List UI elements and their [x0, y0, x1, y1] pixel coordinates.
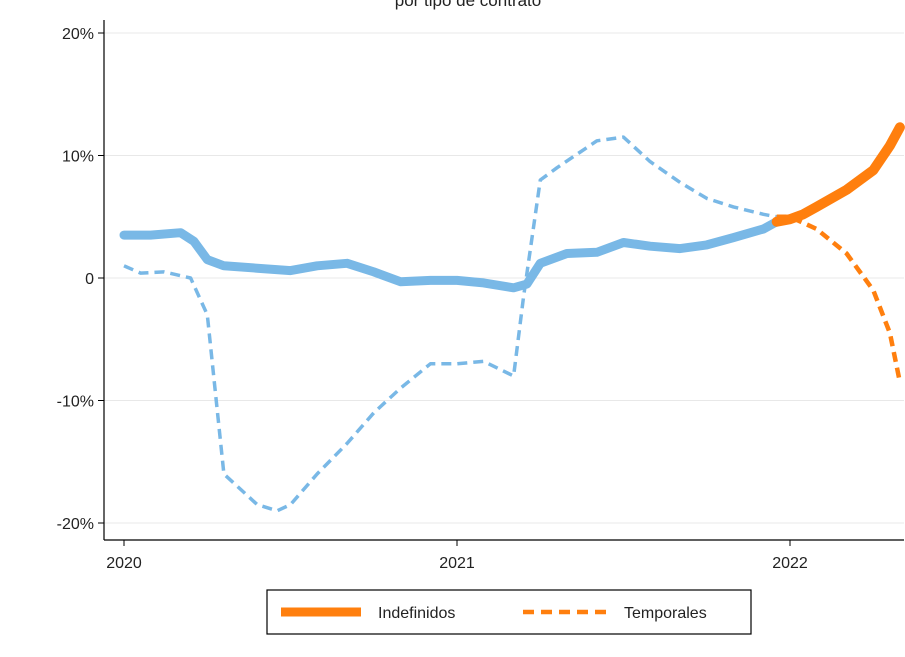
temporales-line-recent [776, 214, 903, 383]
x-tick-label: 2021 [439, 555, 475, 572]
y-tick-label: 0 [85, 271, 94, 288]
indefinidos-line-recent [771, 122, 905, 227]
temporales-line [123, 135, 778, 513]
y-tick-label: 20% [62, 26, 94, 43]
series-lines [119, 122, 905, 513]
axes: 20% 10% 0 -10% -20% 2020 2021 2022 [57, 20, 904, 572]
y-tick-label: -10% [57, 394, 94, 411]
y-tick-label: 10% [62, 149, 94, 166]
legend: Indefinidos Temporales [266, 589, 752, 635]
x-tick-label: 2022 [772, 555, 808, 572]
legend-label-temporales: Temporales [624, 605, 707, 622]
indefinidos-line [119, 217, 782, 293]
chart-subtitle: por tipo de contrato [395, 0, 541, 10]
gridlines [104, 32, 904, 524]
x-tick-label: 2020 [106, 555, 142, 572]
y-tick-label: -20% [57, 516, 94, 533]
legend-label-indefinidos: Indefinidos [378, 605, 455, 622]
